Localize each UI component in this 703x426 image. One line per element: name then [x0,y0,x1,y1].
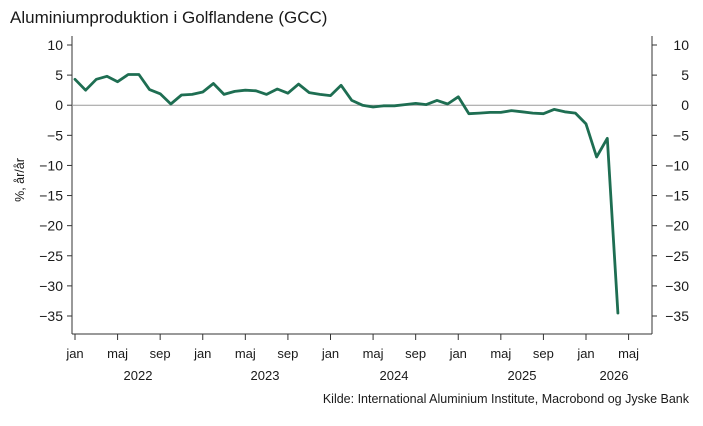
year-label-2022: 2022 [124,368,153,383]
x-tick-label-jan: jan [449,346,467,361]
left-y-tick-label: −15 [39,188,63,204]
year-label-2025: 2025 [508,368,537,383]
left-y-tick-label: 0 [55,97,63,113]
right-y-tick-label: −15 [665,188,689,204]
left-y-tick-label: 10 [47,37,63,53]
right-y-tick-label: 0 [681,97,689,113]
left-y-axis-ticks: 10 5 0 −5 −10 −15 −20 −25 −30 −35 [39,37,72,324]
x-tick-label-maj: maj [490,346,511,361]
year-label-2024: 2024 [380,368,409,383]
source-note: Kilde: International Aluminium Institute… [322,392,689,406]
y-axis-label: %, år/år [13,158,27,202]
series-layer [73,73,620,315]
right-y-tick-label: −20 [665,218,689,234]
x-tick-label-jan: jan [576,346,594,361]
x-tick-label-sep: sep [533,346,554,361]
right-y-tick-label: −10 [665,157,689,173]
left-y-tick-label: −30 [39,278,63,294]
x-tick-label-maj: maj [618,346,639,361]
left-y-tick-label: −35 [39,308,63,324]
x-tick-label-sep: sep [405,346,426,361]
x-tick-label-jan: jan [321,346,339,361]
x-axis-month-labels: jan maj sep jan maj sep jan maj sep jan maj sep jan m… [65,346,639,361]
right-y-axis-ticks: 10 5 0 −5 −10 −15 −20 −25 −30 −35 [652,37,689,324]
x-axis-ticks [74,334,630,340]
left-y-tick-label: 5 [55,67,63,83]
series-line-0 [73,73,620,315]
left-y-tick-label: −10 [39,157,63,173]
left-y-tick-label: −25 [39,248,63,264]
right-y-tick-label: 5 [681,67,689,83]
year-label-2023: 2023 [251,368,280,383]
right-y-tick-label: 10 [673,37,689,53]
left-y-tick-label: −5 [47,127,63,143]
x-tick-label-jan: jan [193,346,211,361]
right-y-tick-label: −25 [665,248,689,264]
x-axis-year-labels: 2022 2023 2024 2025 2026 [124,368,629,383]
year-label-2026: 2026 [600,368,629,383]
x-tick-label-maj: maj [107,346,128,361]
right-y-tick-label: −30 [665,278,689,294]
right-y-tick-label: −35 [665,308,689,324]
x-tick-label-sep: sep [277,346,298,361]
x-tick-label-maj: maj [235,346,256,361]
x-tick-label-maj: maj [363,346,384,361]
plot-frame [71,36,653,335]
x-tick-label-sep: sep [150,346,171,361]
left-y-tick-label: −20 [39,218,63,234]
right-y-tick-label: −5 [673,127,689,143]
chart-title: Aluminiumproduktion i Golflandene (GCC) [10,8,328,27]
x-tick-label-jan: jan [65,346,83,361]
